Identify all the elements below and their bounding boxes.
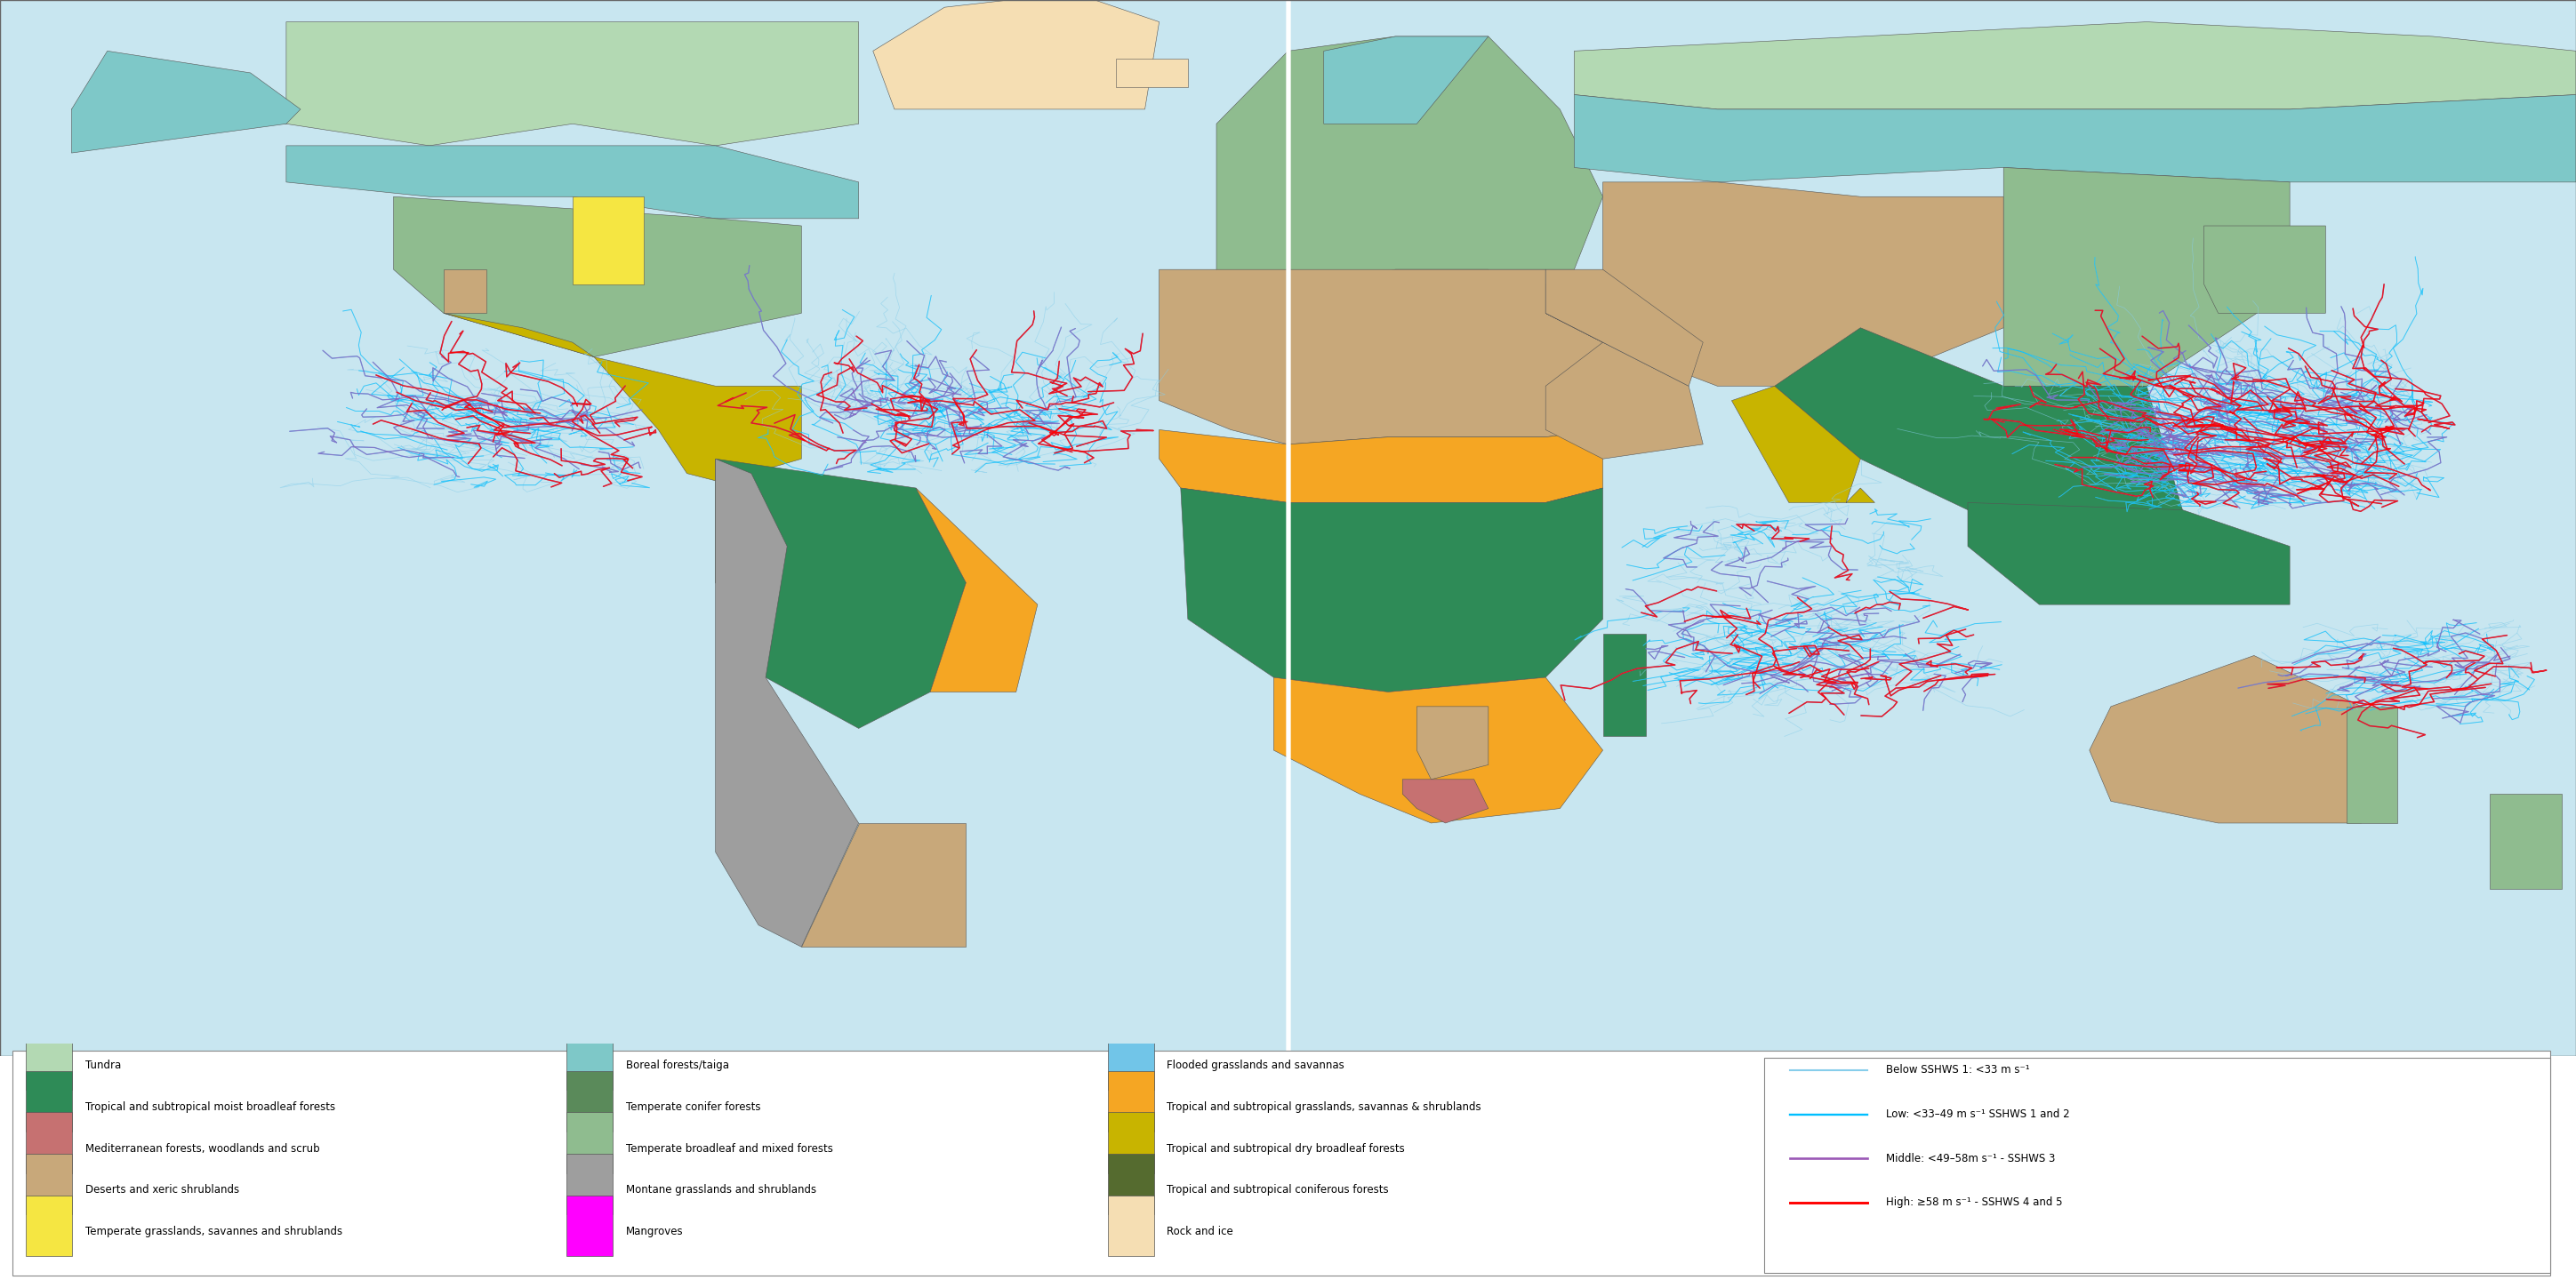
Polygon shape — [1602, 634, 1646, 735]
FancyBboxPatch shape — [1108, 1070, 1154, 1131]
FancyBboxPatch shape — [567, 1195, 613, 1256]
Polygon shape — [1216, 269, 1546, 327]
Polygon shape — [1159, 430, 1602, 502]
FancyBboxPatch shape — [26, 1070, 72, 1131]
Polygon shape — [394, 197, 801, 357]
Polygon shape — [1273, 677, 1602, 823]
Polygon shape — [1731, 386, 1875, 502]
Polygon shape — [286, 146, 858, 219]
FancyBboxPatch shape — [567, 1029, 613, 1090]
Text: Tropical and subtropical dry broadleaf forests: Tropical and subtropical dry broadleaf f… — [1167, 1142, 1404, 1154]
FancyBboxPatch shape — [567, 1113, 613, 1173]
Text: Middle: <49–58m s⁻¹ - SSHWS 3: Middle: <49–58m s⁻¹ - SSHWS 3 — [1886, 1153, 2056, 1164]
Polygon shape — [2004, 167, 2290, 386]
Polygon shape — [917, 488, 1038, 692]
FancyBboxPatch shape — [567, 1070, 613, 1131]
Polygon shape — [1546, 313, 1703, 459]
Text: Mediterranean forests, woodlands and scrub: Mediterranean forests, woodlands and scr… — [85, 1142, 319, 1154]
Text: Flooded grasslands and savannas: Flooded grasslands and savannas — [1167, 1060, 1345, 1072]
Text: High: ≥58 m s⁻¹ - SSHWS 4 and 5: High: ≥58 m s⁻¹ - SSHWS 4 and 5 — [1886, 1197, 2063, 1208]
Polygon shape — [1968, 502, 2290, 604]
Polygon shape — [1417, 707, 1489, 779]
Text: Rock and ice: Rock and ice — [1167, 1226, 1234, 1238]
Polygon shape — [443, 269, 487, 313]
Text: Boreal forests/taiga: Boreal forests/taiga — [626, 1060, 729, 1072]
Polygon shape — [716, 459, 966, 729]
FancyBboxPatch shape — [26, 1154, 72, 1215]
Polygon shape — [873, 0, 1159, 109]
Polygon shape — [1546, 269, 1703, 386]
Text: Temperate grasslands, savannes and shrublands: Temperate grasslands, savannes and shrub… — [85, 1226, 343, 1238]
Text: Low: <33–49 m s⁻¹ SSHWS 1 and 2: Low: <33–49 m s⁻¹ SSHWS 1 and 2 — [1886, 1109, 2069, 1121]
Polygon shape — [801, 823, 966, 947]
Text: Mangroves: Mangroves — [626, 1226, 683, 1238]
Polygon shape — [2491, 793, 2561, 889]
Polygon shape — [443, 313, 801, 480]
Polygon shape — [1574, 22, 2576, 109]
Polygon shape — [1602, 182, 2004, 386]
FancyBboxPatch shape — [26, 1195, 72, 1256]
FancyBboxPatch shape — [1108, 1154, 1154, 1215]
Polygon shape — [0, 0, 2576, 1202]
Text: Below SSHWS 1: <33 m s⁻¹: Below SSHWS 1: <33 m s⁻¹ — [1886, 1064, 2030, 1075]
Polygon shape — [572, 197, 644, 285]
Polygon shape — [1216, 36, 1602, 285]
Text: Tropical and subtropical moist broadleaf forests: Tropical and subtropical moist broadleaf… — [85, 1101, 335, 1113]
Polygon shape — [2347, 707, 2398, 823]
Text: Montane grasslands and shrublands: Montane grasslands and shrublands — [626, 1185, 817, 1195]
FancyBboxPatch shape — [26, 1113, 72, 1173]
Text: Temperate conifer forests: Temperate conifer forests — [626, 1101, 760, 1113]
Polygon shape — [1115, 58, 1188, 88]
Text: Deserts and xeric shrublands: Deserts and xeric shrublands — [85, 1185, 240, 1195]
FancyBboxPatch shape — [1108, 1113, 1154, 1173]
FancyBboxPatch shape — [567, 1154, 613, 1215]
Polygon shape — [2089, 656, 2398, 823]
Polygon shape — [1775, 327, 2182, 582]
Polygon shape — [72, 22, 858, 146]
Polygon shape — [1159, 269, 1602, 444]
Polygon shape — [1324, 36, 1489, 124]
Text: Tropical and subtropical grasslands, savannas & shrublands: Tropical and subtropical grasslands, sav… — [1167, 1101, 1481, 1113]
FancyBboxPatch shape — [1108, 1029, 1154, 1090]
Text: Tundra: Tundra — [85, 1060, 121, 1072]
Polygon shape — [1574, 95, 2576, 182]
Polygon shape — [1180, 488, 1602, 692]
Text: Temperate broadleaf and mixed forests: Temperate broadleaf and mixed forests — [626, 1142, 832, 1154]
FancyBboxPatch shape — [1108, 1195, 1154, 1256]
Text: Tropical and subtropical coniferous forests: Tropical and subtropical coniferous fore… — [1167, 1185, 1388, 1195]
Polygon shape — [1401, 779, 1489, 823]
Polygon shape — [716, 459, 858, 947]
FancyBboxPatch shape — [26, 1029, 72, 1090]
Polygon shape — [2205, 225, 2326, 313]
FancyBboxPatch shape — [1765, 1057, 2550, 1274]
Polygon shape — [72, 52, 301, 153]
